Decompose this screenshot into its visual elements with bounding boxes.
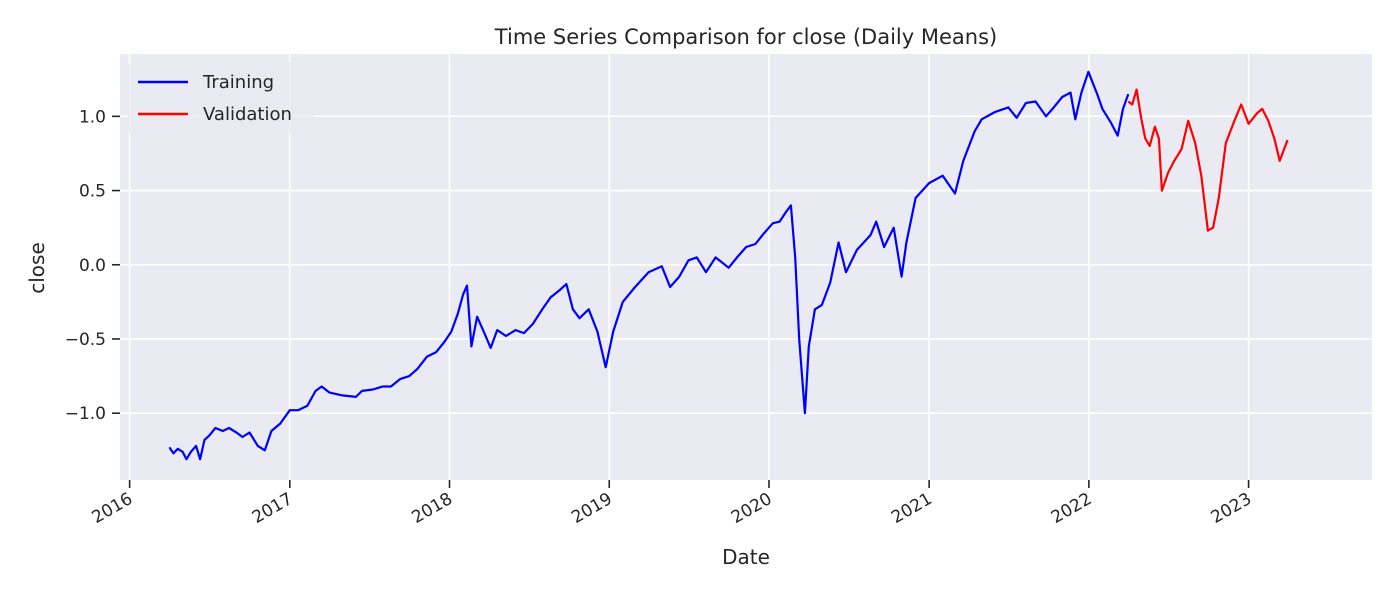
y-tick-label: −0.5 bbox=[65, 330, 106, 350]
x-tick-label: 2021 bbox=[888, 489, 935, 528]
x-axis: 2016 2017 2018 2019 2020 2021 2022 2023 bbox=[89, 480, 1255, 528]
y-tick-label: 0.0 bbox=[79, 256, 106, 276]
legend: Training Validation bbox=[128, 62, 314, 134]
x-tick-label: 2016 bbox=[89, 489, 136, 528]
legend-box bbox=[128, 62, 314, 134]
y-axis-label: close bbox=[25, 242, 49, 294]
series-line-validation bbox=[1127, 88, 1289, 232]
x-tick-label: 2020 bbox=[728, 489, 775, 528]
series-line-training bbox=[168, 70, 1130, 461]
x-axis-label: Date bbox=[722, 545, 770, 569]
chart-title: Time Series Comparison for close (Daily … bbox=[494, 25, 997, 49]
legend-label-training: Training bbox=[202, 72, 274, 93]
x-tick-label: 2019 bbox=[568, 489, 615, 528]
y-axis: −1.0 −0.5 0.0 0.5 1.0 bbox=[65, 107, 120, 424]
series-layer bbox=[168, 70, 1289, 461]
y-tick-label: 0.5 bbox=[79, 182, 106, 202]
x-tick-label: 2017 bbox=[249, 489, 296, 528]
legend-label-validation: Validation bbox=[203, 104, 292, 125]
y-tick-label: 1.0 bbox=[79, 107, 106, 127]
x-tick-label: 2022 bbox=[1048, 489, 1095, 528]
x-tick-label: 2018 bbox=[409, 489, 456, 528]
y-tick-label: −1.0 bbox=[65, 404, 106, 424]
x-tick-label: 2023 bbox=[1208, 489, 1255, 528]
plot-background bbox=[120, 54, 1372, 480]
grid bbox=[120, 54, 1372, 480]
